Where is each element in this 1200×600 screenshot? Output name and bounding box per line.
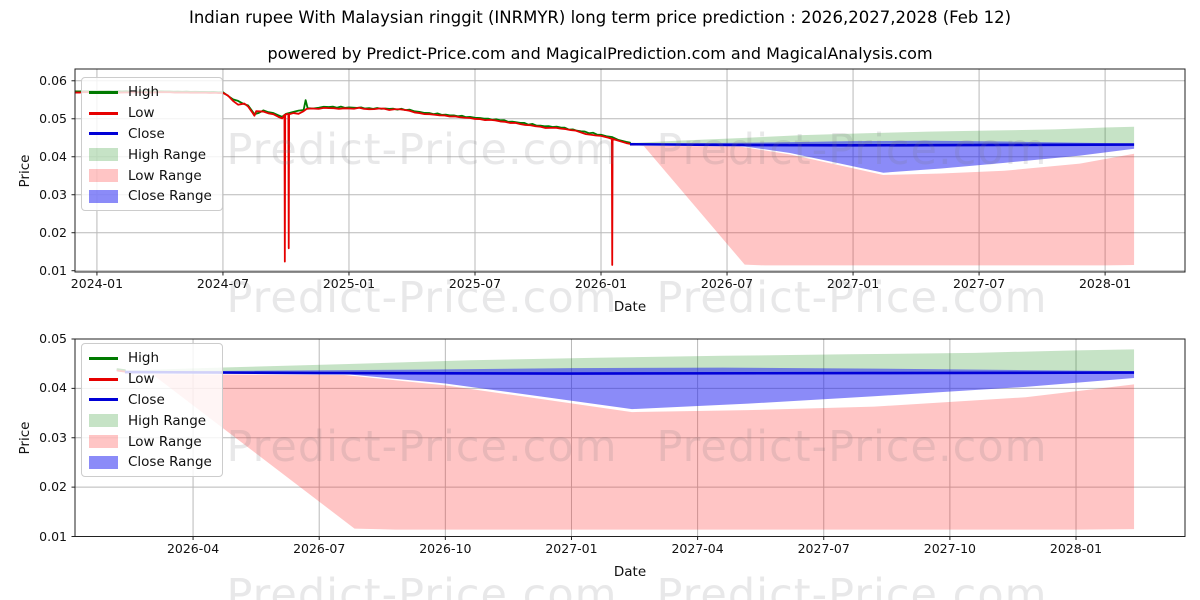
legend-item-label: Low Range xyxy=(128,433,202,450)
x-tick-label: 2027-10 xyxy=(923,540,976,556)
close-prediction-line xyxy=(124,370,1135,375)
legend-swatch-high-icon xyxy=(89,356,118,360)
legend-item: High xyxy=(89,348,222,369)
legend-item: Low Range xyxy=(89,431,222,452)
legend-swatch-close-range-icon xyxy=(89,189,118,203)
legend-bottom: High Low Close High Range Low Range Close Ran… xyxy=(81,343,223,477)
x-axis-label: Date xyxy=(613,563,647,580)
legend-item-label: Low xyxy=(128,371,155,388)
y-axis-label: Price xyxy=(17,421,33,455)
legend-swatch-close-icon xyxy=(89,132,118,136)
legend-swatch-close-icon xyxy=(89,398,118,402)
legend-swatch-low-range-icon xyxy=(89,169,118,183)
legend-item-label: Close xyxy=(128,391,165,408)
x-tick-label: 2026-07 xyxy=(700,276,754,291)
y-tick-label: 0.03 xyxy=(39,429,67,445)
close-prediction-line xyxy=(629,142,1135,147)
legend-item-label: Close xyxy=(128,125,165,142)
legend-item-label: Close Range xyxy=(128,454,212,471)
panel-bottom xyxy=(71,338,1186,540)
legend-item-label: High Range xyxy=(128,412,207,429)
x-tick-label: 2026-10 xyxy=(419,540,472,556)
x-tick-label: 2024-01 xyxy=(70,276,124,291)
y-tick-label: 0.05 xyxy=(39,110,67,126)
x-tick-label: 2028-01 xyxy=(1049,540,1103,556)
panel-top xyxy=(71,68,1186,276)
y-tick-label: 0.04 xyxy=(39,148,67,164)
x-tick-label: 2027-01 xyxy=(826,276,880,291)
legend-item-label: Close Range xyxy=(128,188,212,205)
y-tick-label: 0.01 xyxy=(39,262,67,278)
legend-item-label: High Range xyxy=(128,146,207,163)
y-tick-label: 0.01 xyxy=(39,528,67,544)
x-tick-label: 2027-07 xyxy=(952,276,1006,291)
x-tick-label: 2024-07 xyxy=(196,276,250,291)
y-tick-label: 0.02 xyxy=(39,224,67,240)
legend-swatch-high-range-icon xyxy=(89,414,118,428)
low-range-band xyxy=(630,145,1135,266)
watermark-text: Predict-Price.com xyxy=(656,273,1048,323)
legend-item-label: Low xyxy=(128,105,155,122)
legend-swatch-low-icon xyxy=(89,111,118,115)
low-range-band xyxy=(124,373,1135,530)
legend-swatch-high-icon xyxy=(89,90,118,94)
y-tick-label: 0.05 xyxy=(39,331,67,346)
y-tick-label: 0.06 xyxy=(39,72,67,88)
x-tick-label: 2026-01 xyxy=(574,276,628,291)
y-axis-label: Price xyxy=(17,154,33,187)
y-tick-label: 0.04 xyxy=(39,380,67,396)
x-tick-label: 2026-07 xyxy=(293,540,346,556)
x-tick-label: 2028-01 xyxy=(1078,276,1132,291)
x-tick-label: 2027-01 xyxy=(545,540,598,556)
watermark-text: Predict-Price.com xyxy=(226,125,618,175)
legend-item: Close xyxy=(89,124,222,145)
x-tick-label: 2027-04 xyxy=(671,540,724,556)
close-range-band xyxy=(630,140,1135,173)
legend-swatch-low-range-icon xyxy=(89,435,118,449)
high-range-band xyxy=(630,126,1135,146)
x-tick-label: 2026-04 xyxy=(166,540,220,556)
x-tick-label: 2025-07 xyxy=(448,276,502,291)
close-range-band xyxy=(124,367,1135,410)
chart-title: Indian rupee With Malaysian ringgit (INR… xyxy=(188,8,1012,27)
legend-swatch-high-range-icon xyxy=(89,148,118,162)
watermark-text: Predict-Price.com xyxy=(656,125,1048,175)
legend-top: High Low Close High Range Low Range Close Ran… xyxy=(81,77,223,211)
legend-item: High Range xyxy=(89,410,222,431)
chart-subtitle: powered by Predict-Price.com and Magical… xyxy=(267,44,933,63)
watermark-text: Predict-Price.com xyxy=(656,422,1048,472)
watermark-text: Predict-Price.com xyxy=(226,570,618,600)
legend-item: High Range xyxy=(89,144,222,165)
watermark-text: Predict-Price.com xyxy=(226,422,618,472)
legend-swatch-close-range-icon xyxy=(89,455,118,469)
legend-item: Low xyxy=(89,103,222,124)
y-tick-label: 0.03 xyxy=(39,186,67,202)
legend-item: Close Range xyxy=(89,452,222,473)
legend-item: High xyxy=(89,82,222,103)
x-tick-label: 2025-01 xyxy=(322,276,376,291)
y-tick-label: 0.02 xyxy=(39,479,67,495)
legend-item-label: High xyxy=(128,84,160,101)
watermark-text: Predict-Price.com xyxy=(656,570,1048,600)
watermark-text: Predict-Price.com xyxy=(226,273,618,323)
legend-item: Close xyxy=(89,390,222,411)
x-axis-label: Date xyxy=(613,299,647,315)
legend-item-label: High xyxy=(128,350,160,367)
legend-item: Low xyxy=(89,369,222,390)
legend-item: Low Range xyxy=(89,165,222,186)
legend-item-label: Low Range xyxy=(128,167,202,184)
legend-swatch-low-icon xyxy=(89,377,118,381)
x-tick-label: 2027-07 xyxy=(797,540,850,556)
high-range-band xyxy=(124,349,1135,374)
legend-item: Close Range xyxy=(89,186,222,207)
